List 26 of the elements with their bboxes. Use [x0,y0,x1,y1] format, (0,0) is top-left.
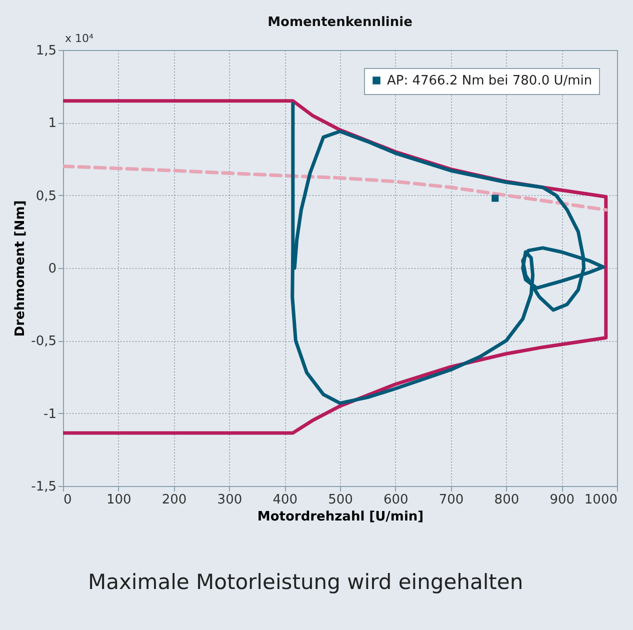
y-tick-label: -1,5 [31,480,56,494]
x-tick-label: 600 [383,492,408,508]
legend-label: AP: 4766.2 Nm bei 780.0 U/min [387,74,592,88]
text: x 10⁴ [65,32,94,45]
y-tick-label: -1 [44,406,56,422]
chart-title: Momentenkennlinie [268,15,413,30]
x-tick-label: 900 [550,492,575,508]
line-series [290,102,605,405]
line-series [63,164,608,212]
y-tick-label: 0 [48,262,56,276]
y-tick-label: -0,5 [31,334,56,350]
y-tick-label: 1,5 [36,44,56,58]
text: Maximale Motorleistung wird eingehalten [88,570,524,594]
x-tick-label: 500 [328,492,353,508]
x-tick-label: 800 [494,492,520,508]
y-tick-label: 0,5 [36,188,56,204]
x-tick-label: 200 [162,492,187,508]
x-tick-label: 0 [64,492,72,508]
y-tick-label: 1 [48,116,56,132]
x-tick-label: 100 [106,492,132,508]
x-tick-label: 700 [438,492,464,508]
x-axis-title: Motordrehzahl [U/min] [257,510,424,524]
x-tick-label: 300 [217,492,242,508]
y-axis-title: Drehmoment [Nm] [13,200,28,337]
x-tick-label: 1000 [584,492,618,508]
x-tick-label: 400 [272,492,298,508]
